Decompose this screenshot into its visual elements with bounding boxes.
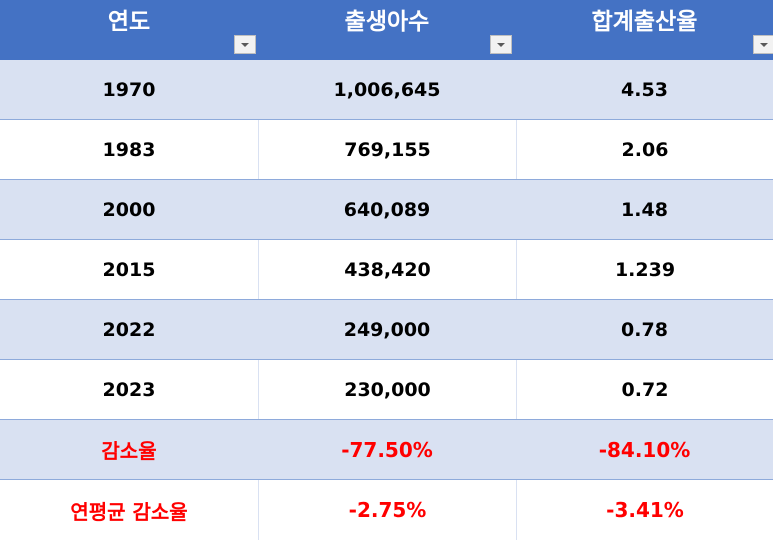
cell-births: 438,420 (258, 240, 516, 299)
header-label-tfr: 합계출산율 (591, 9, 698, 35)
cell-year: 2022 (102, 318, 156, 341)
filter-dropdown-icon[interactable] (753, 35, 773, 54)
header-cell-tfr: 합계출산율 (516, 0, 773, 60)
summary-births: -2.75% (258, 480, 516, 540)
table-row: 1970 1,006,645 4.53 (0, 60, 773, 120)
cell-tfr: 4.53 (621, 78, 668, 101)
cell-year: 2023 (102, 378, 156, 401)
table-row: 2000 640,089 1.48 (0, 180, 773, 240)
cell-births: 1,006,645 (333, 78, 441, 101)
cell-year: 1983 (102, 138, 156, 161)
cell-tfr: 1.239 (516, 240, 773, 299)
cell-year: 1970 (102, 78, 156, 101)
summary-tfr: -3.41% (516, 480, 773, 540)
cell-births: 230,000 (258, 360, 516, 419)
header-cell-births: 출생아수 (258, 0, 516, 60)
header-label-year: 연도 (107, 9, 151, 35)
summary-label: 연평균 감소율 (70, 499, 188, 524)
summary-row-decline: 감소율 -77.50% -84.10% (0, 420, 773, 480)
filter-dropdown-icon[interactable] (234, 35, 256, 54)
table-header-row: 연도 출생아수 합계출산율 (0, 0, 773, 60)
table-row: 1983 769,155 2.06 (0, 120, 773, 180)
cell-tfr: 2.06 (516, 120, 773, 179)
summary-row-annual-decline: 연평균 감소율 -2.75% -3.41% (0, 480, 773, 540)
summary-births: -77.50% (341, 437, 433, 462)
header-label-births: 출생아수 (344, 9, 430, 35)
summary-label: 감소율 (101, 439, 157, 463)
filter-dropdown-icon[interactable] (490, 35, 512, 54)
cell-year: 2015 (102, 258, 156, 281)
cell-births: 640,089 (343, 198, 431, 221)
cell-births: 769,155 (258, 120, 516, 179)
table-row: 2023 230,000 0.72 (0, 360, 773, 420)
cell-births: 249,000 (343, 318, 431, 341)
summary-tfr: -84.10% (598, 437, 691, 462)
cell-tfr: 0.78 (621, 318, 668, 341)
header-cell-year: 연도 (0, 0, 258, 60)
cell-year: 2000 (102, 198, 156, 221)
table-row: 2022 249,000 0.78 (0, 300, 773, 360)
table-row: 2015 438,420 1.239 (0, 240, 773, 300)
cell-tfr: 0.72 (516, 360, 773, 419)
cell-tfr: 1.48 (621, 198, 668, 221)
